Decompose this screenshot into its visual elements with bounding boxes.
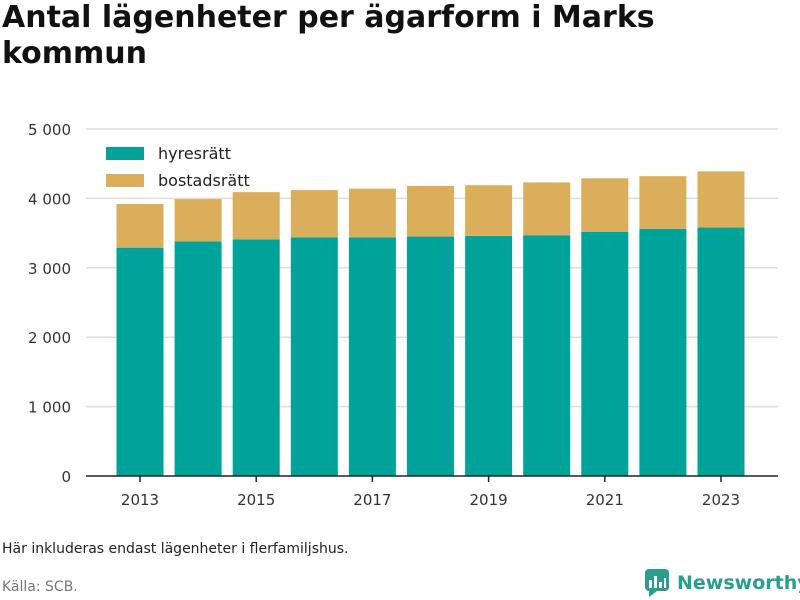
bar-bostadsratt-2014 (174, 199, 222, 242)
x-tick-label: 2021 (586, 491, 624, 509)
bar-hyresratt-2017 (348, 237, 396, 476)
x-tick-label: 2013 (121, 491, 159, 509)
y-tick-label: 0 (61, 468, 71, 486)
bar-hyresratt-2014 (174, 241, 222, 476)
bar-bostadsratt-2020 (523, 182, 571, 236)
bars (116, 171, 745, 476)
brand-logo: Newsworthy (645, 569, 800, 597)
bar-hyresratt-2023 (697, 227, 745, 476)
bar-bostadsratt-2023 (697, 171, 745, 228)
y-tick-label: 2 000 (28, 329, 71, 347)
x-tick-label: 2023 (702, 491, 740, 509)
bar-bostadsratt-2018 (407, 185, 454, 237)
bar-hyresratt-2016 (290, 237, 338, 476)
newsworthy-logo-icon (645, 569, 669, 597)
legend-label: bostadsrätt (158, 171, 250, 190)
bar-bostadsratt-2019 (465, 185, 513, 236)
y-tick-label: 3 000 (28, 260, 71, 278)
bar-bostadsratt-2022 (639, 176, 687, 229)
bar-hyresratt-2013 (116, 247, 164, 476)
x-tick-label: 2015 (237, 491, 275, 509)
bar-hyresratt-2021 (581, 231, 629, 476)
bar-hyresratt-2018 (407, 236, 454, 476)
y-tick-label: 1 000 (28, 399, 71, 417)
brand-name: Newsworthy (677, 572, 800, 594)
chart-note: Här inkluderas endast lägenheter i flerf… (2, 541, 349, 557)
bar-bostadsratt-2017 (348, 188, 396, 238)
bar-hyresratt-2019 (465, 235, 513, 476)
chart-title: Antal lägenheter per ägarform i Marks ko… (2, 0, 655, 71)
legend: hyresrätt bostadsrätt (106, 144, 250, 190)
chart-source: Källa: SCB. (2, 579, 78, 595)
bar-bostadsratt-2013 (116, 203, 164, 248)
bar-bostadsratt-2016 (290, 190, 338, 238)
bar-hyresratt-2020 (523, 235, 571, 476)
bar-bostadsratt-2015 (232, 192, 280, 240)
x-tick-label: 2017 (353, 491, 391, 509)
bar-hyresratt-2015 (232, 239, 280, 476)
axes: 0 1 000 2 000 3 000 4 000 5 000 2013 2015 2017 20… (28, 121, 778, 509)
legend-swatch-bostadsratt (106, 174, 144, 187)
bar-bostadsratt-2021 (581, 178, 629, 232)
legend-swatch-hyresratt (106, 147, 144, 160)
legend-label: hyresrätt (158, 144, 231, 163)
y-tick-label: 5 000 (28, 121, 71, 139)
bar-hyresratt-2022 (639, 228, 687, 476)
x-tick-label: 2019 (470, 491, 508, 509)
y-tick-label: 4 000 (28, 190, 71, 208)
